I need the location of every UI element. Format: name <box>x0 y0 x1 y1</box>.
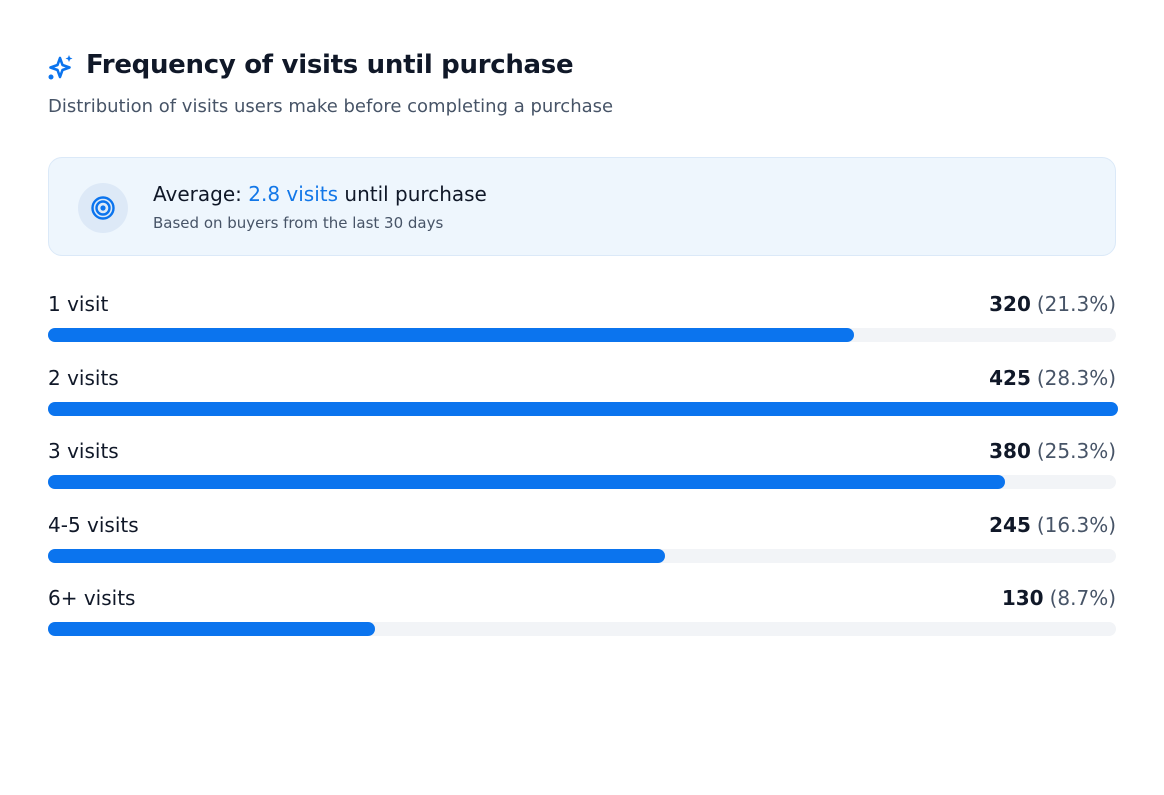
subtitle: Distribution of visits users make before… <box>48 96 614 117</box>
average: Average: 2.8 visits until purchase <box>153 182 487 206</box>
count: 245 <box>989 512 1031 537</box>
title: Frequency of visits until purchase <box>86 50 574 80</box>
row-label: 3 visits <box>48 439 119 464</box>
count: 425 <box>989 365 1031 390</box>
target-icon <box>78 183 128 233</box>
average-value: 2.8 visits <box>248 182 339 206</box>
row-label: 2 visits <box>48 365 119 390</box>
share: (8.7%) <box>1049 586 1116 611</box>
average-suffix: until purchase <box>344 182 487 206</box>
count: 130 <box>1001 586 1044 611</box>
share: (28.3%) <box>1036 365 1116 390</box>
target-svg <box>91 196 115 220</box>
summary-card: Average: 2.8 visits until purchase Based… <box>48 157 1116 256</box>
row-value: 245 (16.3%) <box>989 513 1116 537</box>
average-note: Based on buyers from the last 30 days <box>153 214 444 232</box>
row-value: 380 (25.3%) <box>989 439 1116 463</box>
bar <box>48 475 1005 490</box>
average-label: Average: <box>153 182 242 206</box>
bar <box>48 328 854 342</box>
count: 320 <box>989 292 1031 316</box>
bar <box>48 548 665 563</box>
share: (16.3%) <box>1036 512 1116 537</box>
share: (21.3%) <box>1036 292 1116 316</box>
row-label: 6+ visits <box>48 586 136 611</box>
share: (25.3%) <box>1036 439 1116 464</box>
row-value: 130 (8.7%) <box>1002 586 1116 610</box>
count: 380 <box>989 439 1031 464</box>
sparkle-icon <box>48 55 73 80</box>
bar <box>48 401 1118 416</box>
row-label: 1 visit <box>48 292 109 316</box>
bar <box>48 622 376 637</box>
row-value: 320 (21.3%) <box>989 292 1116 316</box>
row-label: 4-5 visits <box>48 512 139 537</box>
row-value: 425 (28.3%) <box>989 366 1116 390</box>
